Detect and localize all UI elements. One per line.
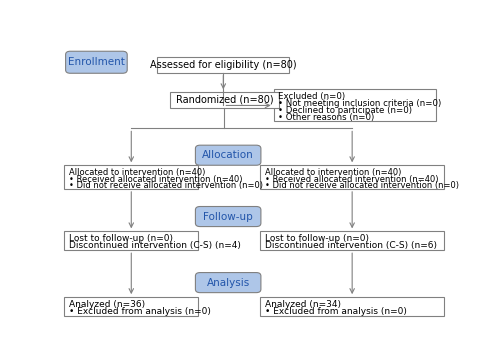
- FancyBboxPatch shape: [64, 231, 198, 250]
- Text: • Excluded from analysis (n=0): • Excluded from analysis (n=0): [265, 307, 406, 316]
- Text: • Excluded from analysis (n=0): • Excluded from analysis (n=0): [69, 307, 211, 316]
- FancyBboxPatch shape: [260, 231, 444, 250]
- Text: Randomized (n=80): Randomized (n=80): [176, 95, 274, 105]
- FancyBboxPatch shape: [260, 297, 444, 316]
- Text: Discontinued intervention (C-S) (n=6): Discontinued intervention (C-S) (n=6): [265, 241, 437, 251]
- FancyBboxPatch shape: [64, 165, 198, 189]
- Text: Analyzed (n=34): Analyzed (n=34): [265, 300, 341, 309]
- Text: Allocation: Allocation: [202, 150, 254, 160]
- FancyBboxPatch shape: [66, 51, 127, 73]
- Text: • Did not receive allocated intervention (n=0): • Did not receive allocated intervention…: [265, 181, 459, 190]
- FancyBboxPatch shape: [196, 206, 261, 227]
- Text: Follow-up: Follow-up: [204, 211, 253, 222]
- Text: Enrollment: Enrollment: [68, 57, 125, 67]
- Text: • Other reasons (n=0): • Other reasons (n=0): [278, 113, 374, 122]
- FancyBboxPatch shape: [196, 145, 261, 165]
- FancyBboxPatch shape: [158, 56, 289, 73]
- Text: Allocated to intervention (n=40): Allocated to intervention (n=40): [265, 168, 401, 177]
- Text: Discontinued intervention (C-S) (n=4): Discontinued intervention (C-S) (n=4): [69, 241, 241, 251]
- Text: • Received allocated intervention (n=40): • Received allocated intervention (n=40): [69, 174, 242, 184]
- Text: Assessed for eligibility (n=80): Assessed for eligibility (n=80): [150, 60, 296, 70]
- Text: Analysis: Analysis: [206, 278, 250, 287]
- Text: Lost to follow-up (n=0): Lost to follow-up (n=0): [69, 234, 173, 243]
- Text: • Not meeting inclusion criteria (n=0): • Not meeting inclusion criteria (n=0): [278, 99, 442, 108]
- Text: • Declined to participate (n=0): • Declined to participate (n=0): [278, 106, 412, 115]
- Text: • Received allocated intervention (n=40): • Received allocated intervention (n=40): [265, 174, 438, 184]
- FancyBboxPatch shape: [64, 297, 198, 316]
- Text: • Did not receive allocated intervention (n=0): • Did not receive allocated intervention…: [69, 181, 263, 190]
- Text: Excluded (n=0): Excluded (n=0): [278, 92, 345, 101]
- Text: Allocated to intervention (n=40): Allocated to intervention (n=40): [69, 168, 205, 177]
- Text: Analyzed (n=36): Analyzed (n=36): [69, 300, 145, 309]
- FancyBboxPatch shape: [170, 92, 278, 108]
- FancyBboxPatch shape: [260, 165, 444, 189]
- FancyBboxPatch shape: [196, 273, 261, 292]
- Text: Lost to follow-up (n=0): Lost to follow-up (n=0): [265, 234, 369, 243]
- FancyBboxPatch shape: [274, 89, 436, 122]
